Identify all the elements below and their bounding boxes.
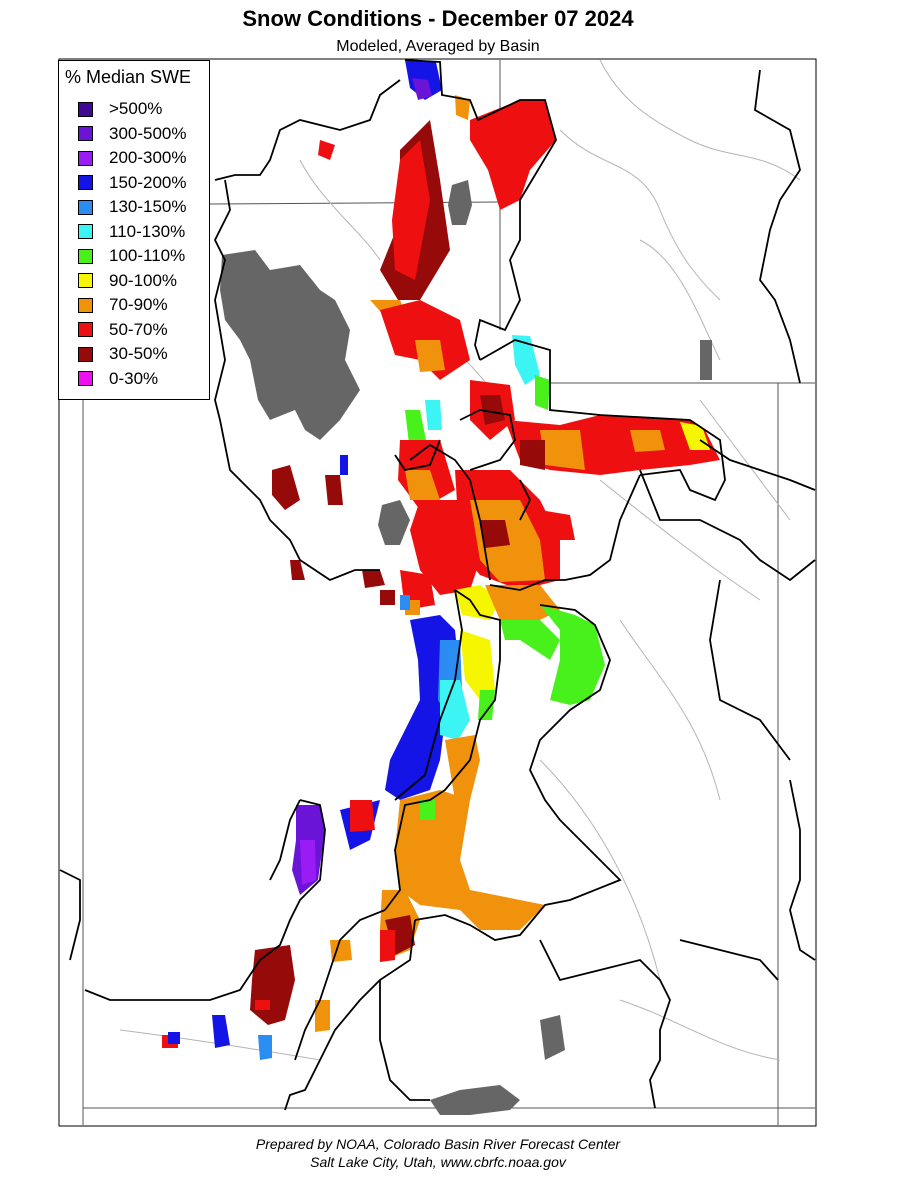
legend-label: 90-100% (109, 270, 178, 290)
bear-lake (448, 180, 472, 225)
lakes (220, 180, 712, 1115)
utah-lake (378, 500, 410, 545)
legend-label: 100-110% (109, 246, 186, 266)
legend-swatch (78, 199, 93, 215)
legend-swatch (78, 248, 93, 264)
footer-location: Salt Lake City, Utah, www.cbrfc.noaa.gov (310, 1154, 566, 1170)
legend-swatch (78, 273, 93, 289)
legend-swatch (78, 175, 93, 191)
legend-label: >500% (109, 99, 163, 119)
legend-item: 200-300% (59, 146, 187, 171)
legend-label: 130-150% (109, 197, 187, 217)
legend-swatch (78, 371, 93, 387)
legend-item: 90-100% (59, 269, 187, 294)
legend-label: 110-130% (109, 221, 186, 241)
basin-boundaries (59, 59, 816, 1111)
lake-powell (430, 1085, 520, 1115)
footer-credit: Prepared by NOAA, Colorado Basin River F… (255, 1136, 621, 1152)
legend-label: 150-200% (109, 172, 187, 192)
legend-swatch (78, 224, 93, 240)
legend-item: 150-200% (59, 171, 187, 196)
legend-swatch (78, 346, 93, 362)
legend-list: >500% 300-500% 200-300% 150-200% 130-150… (59, 97, 187, 391)
legend-title: % Median SWE (65, 67, 192, 87)
legend-swatch (78, 126, 93, 142)
legend-item: 100-110% (59, 244, 187, 269)
legend-item: 110-130% (59, 220, 187, 245)
map-title: Snow Conditions - December 07 2024 (242, 6, 634, 31)
legend-label: 50-70% (109, 319, 168, 339)
basin-snow-fills (162, 60, 720, 1060)
legend: % Median SWE >500% 300-500% 200-300% 150… (58, 60, 210, 400)
legend-item: 300-500% (59, 122, 187, 147)
legend-item: 130-150% (59, 195, 187, 220)
legend-label: 70-90% (109, 295, 168, 315)
legend-swatch (78, 101, 93, 117)
legend-item: 0-30% (59, 367, 187, 392)
legend-swatch (78, 150, 93, 166)
legend-item: >500% (59, 97, 187, 122)
legend-swatch (78, 322, 93, 338)
legend-item: 50-70% (59, 318, 187, 343)
great-salt-lake (220, 250, 360, 440)
legend-label: 200-300% (109, 148, 187, 168)
swe-70-90-south (395, 790, 545, 930)
legend-label: 300-500% (109, 123, 187, 143)
legend-swatch (78, 297, 93, 313)
legend-item: 70-90% (59, 293, 187, 318)
legend-item: 30-50% (59, 342, 187, 367)
legend-label: 30-50% (109, 344, 168, 364)
map-subtitle: Modeled, Averaged by Basin (336, 38, 540, 55)
legend-label: 0-30% (109, 368, 159, 388)
